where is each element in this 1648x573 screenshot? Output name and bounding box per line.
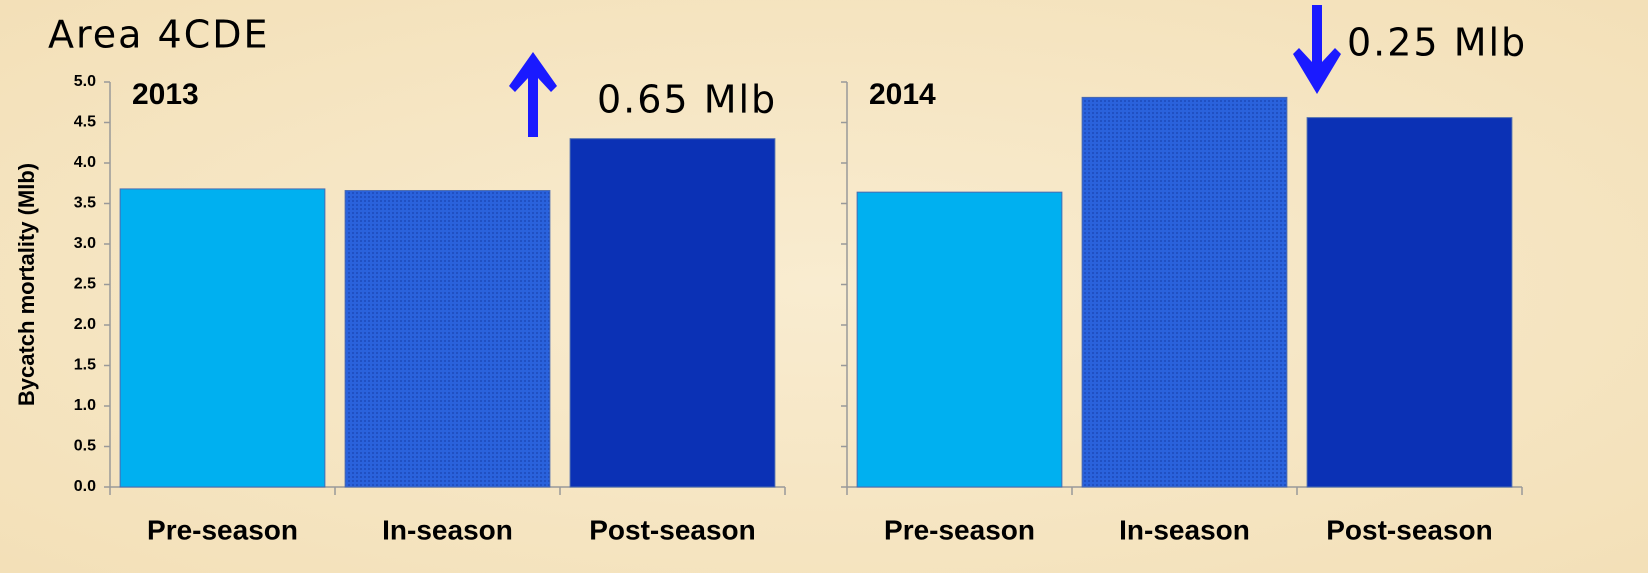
arrow-down [1293, 5, 1341, 94]
y-tick-label: 3.0 [74, 235, 96, 252]
page-title: Area 4CDE [48, 13, 270, 57]
y-tick-label: 1.0 [74, 397, 96, 414]
y-tick-label: 3.5 [74, 195, 96, 212]
x-tick-label: Post-season [1326, 514, 1493, 545]
annotation: 0.65 Mlb [597, 78, 777, 122]
x-tick-label: Post-season [589, 514, 756, 545]
arrow-up [509, 52, 557, 137]
chart-title: 2014 [869, 78, 936, 111]
bar [569, 138, 776, 488]
y-tick-label: 2.0 [74, 316, 96, 333]
y-tick-label: 5.0 [74, 73, 96, 90]
bar [119, 188, 326, 488]
bar [1081, 96, 1288, 488]
bar [344, 190, 551, 488]
x-tick-label: Pre-season [884, 514, 1035, 545]
bar [856, 191, 1063, 488]
annotation: 0.25 Mlb [1347, 21, 1527, 65]
x-tick-label: In-season [382, 514, 513, 545]
bar [1306, 117, 1513, 488]
y-tick-label: 4.0 [74, 154, 96, 171]
y-tick-label: 4.5 [74, 114, 96, 131]
y-tick-label: 2.5 [74, 276, 96, 293]
x-tick-label: In-season [1119, 514, 1250, 545]
y-tick-label: 0.5 [74, 438, 96, 455]
y-tick-label: 1.5 [74, 357, 96, 374]
x-tick-label: Pre-season [147, 514, 298, 545]
y-tick-label: 0.0 [74, 478, 96, 495]
y-axis-label: Bycatch mortality (Mlb) [14, 163, 39, 406]
chart-title: 2013 [132, 78, 199, 111]
